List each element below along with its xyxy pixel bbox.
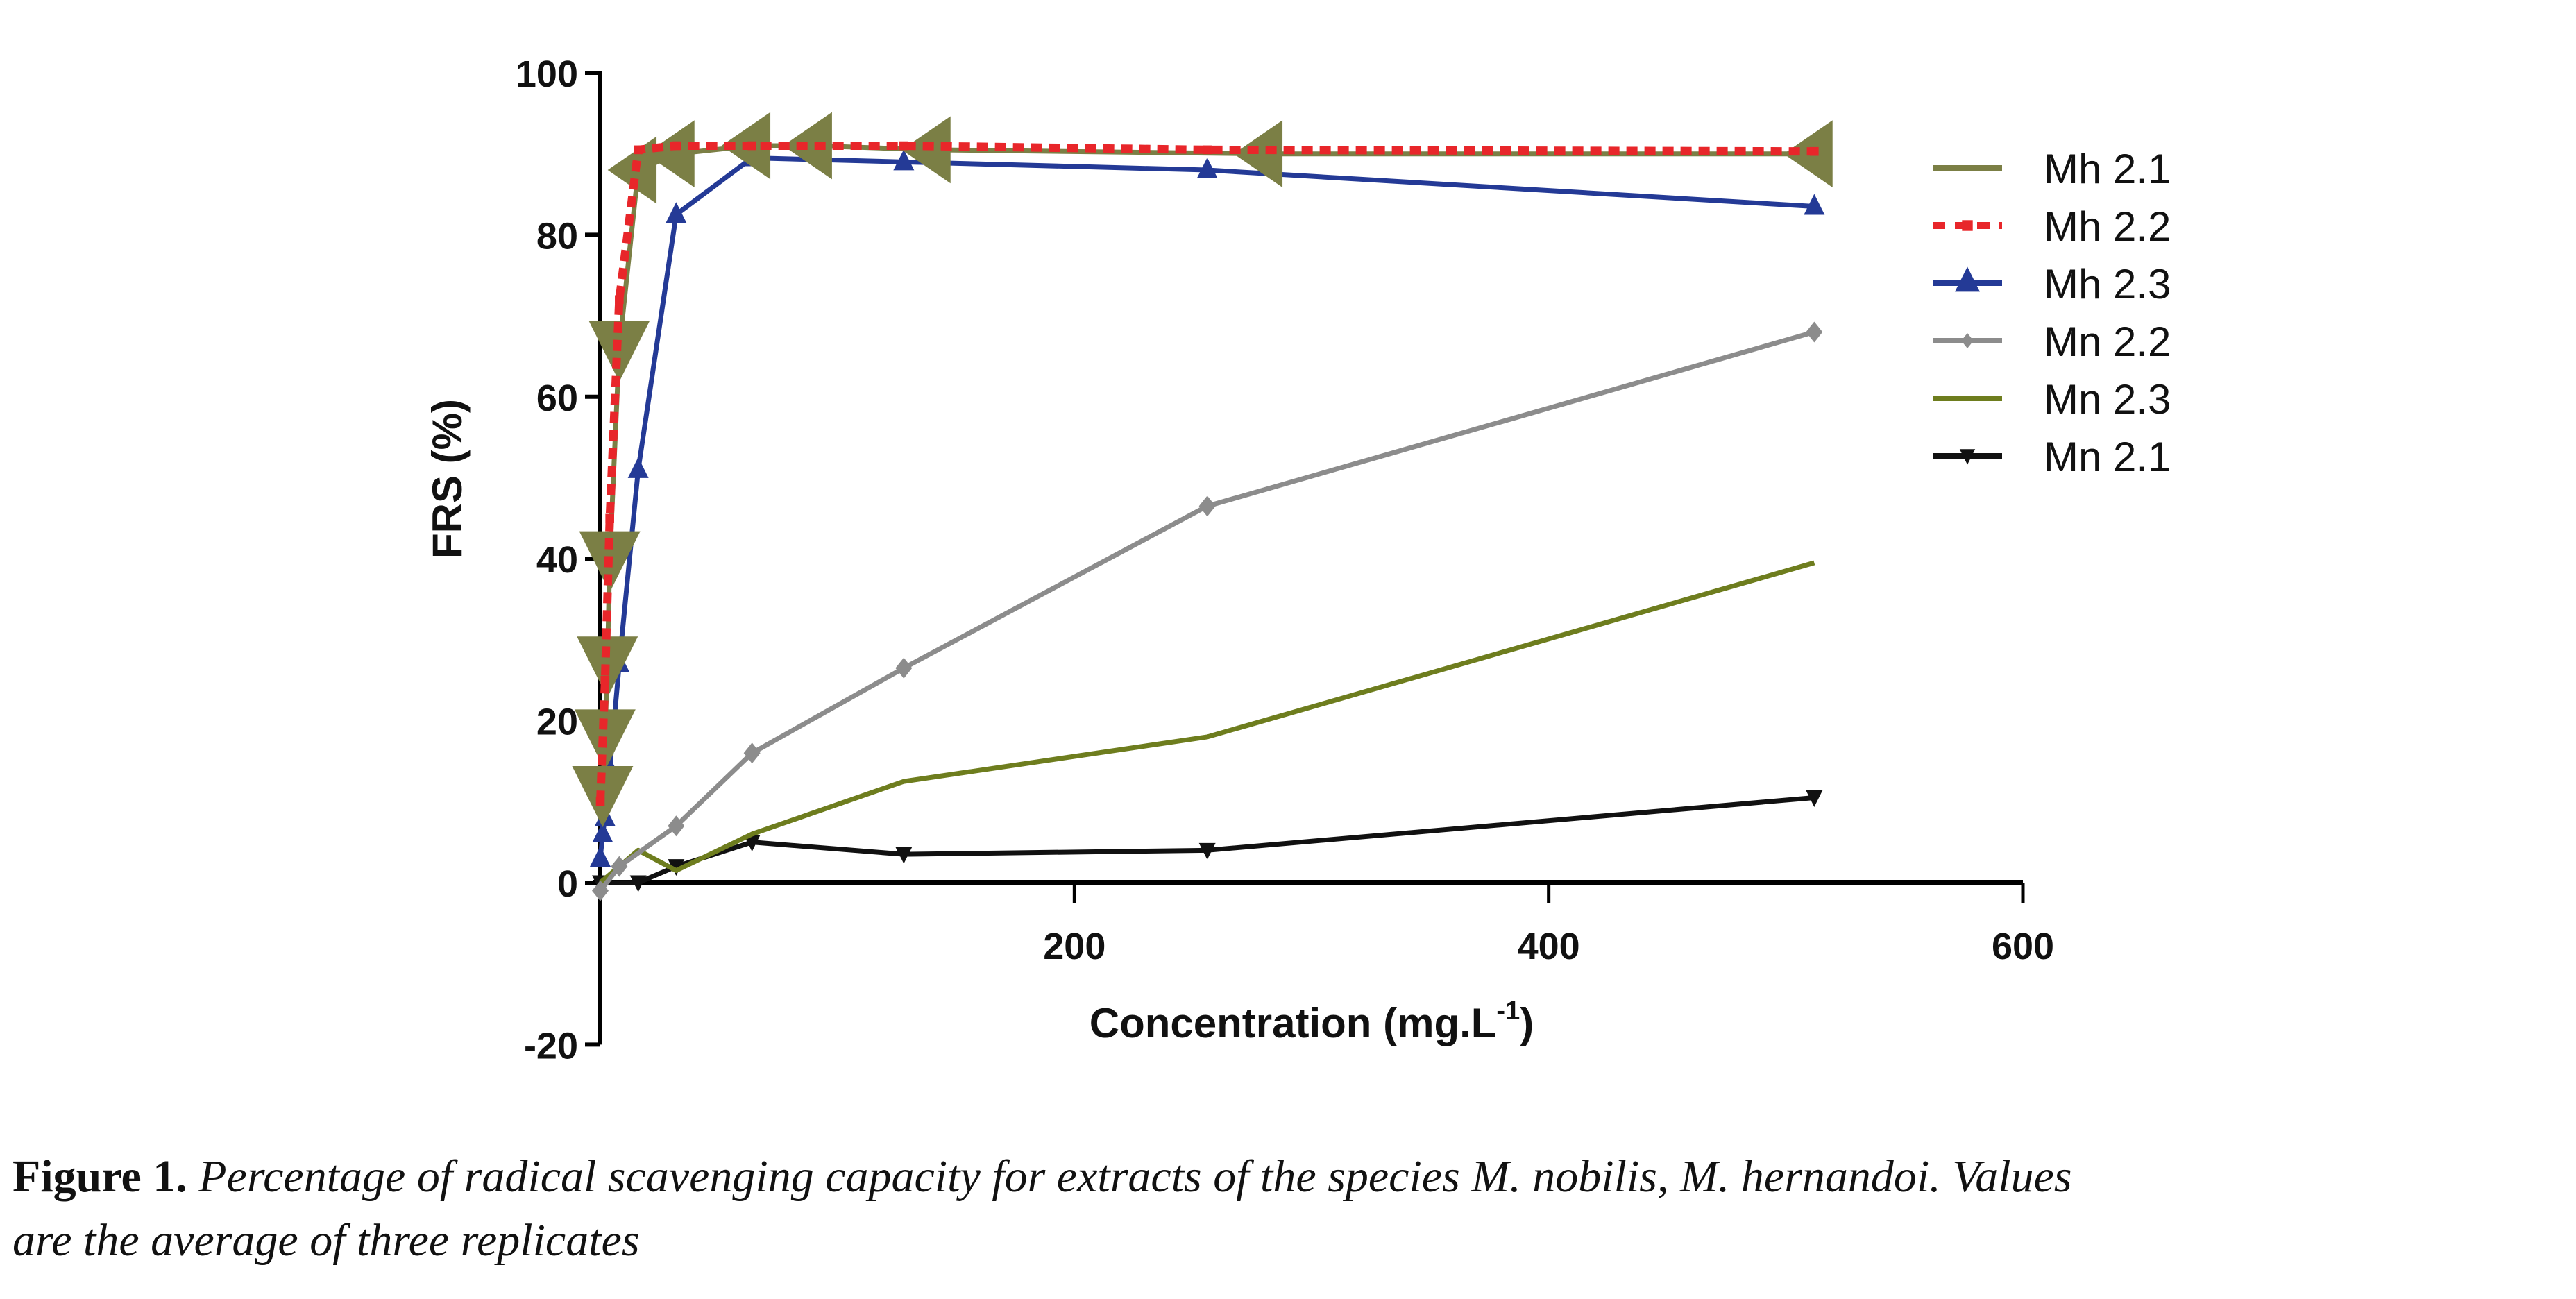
legend-label: Mn 2.2: [2044, 319, 2171, 365]
data-point: [895, 847, 913, 864]
legend-item: Mn 2.2: [1933, 319, 2171, 365]
y-tick-label: 80: [536, 215, 578, 257]
legend-item: Mh 2.2: [1933, 203, 2171, 250]
series-mn-2-1: [592, 790, 1823, 892]
legend: Mh 2.1 Mh 2.2 Mh 2.3 Mn 2.2 Mn 2.3 Mn 2.1: [1933, 146, 2171, 480]
data-point: [666, 202, 687, 223]
data-point: [895, 657, 913, 679]
y-tick-label: 20: [536, 702, 578, 743]
x-axis-title-main: Concentration (mg.L: [1090, 1000, 1497, 1046]
data-point: [1806, 321, 1823, 343]
data-point: [1203, 145, 1212, 155]
data-point: [634, 145, 643, 155]
y-tick-label: 0: [557, 863, 578, 905]
data-point: [629, 875, 647, 892]
series-mh-2-1: [572, 112, 1833, 828]
data-point: [590, 845, 611, 867]
y-tick-label: 100: [516, 53, 578, 95]
legend-marker: [1961, 333, 1974, 348]
legend-item: Mn 2.3: [1933, 376, 2171, 423]
series-line: [600, 143, 1815, 794]
data-point: [1804, 194, 1825, 215]
data-point: [672, 141, 681, 151]
data-point: [1806, 790, 1823, 807]
data-point: [615, 295, 624, 305]
data-point: [592, 821, 613, 842]
legend-item: Mh 2.1: [1933, 146, 2171, 192]
x-axis-title-end: ): [1520, 1000, 1534, 1046]
series-mn-2-3: [598, 560, 1815, 885]
data-point: [588, 321, 650, 382]
data-point: [592, 880, 609, 901]
data-point: [668, 815, 685, 837]
series-line: [598, 330, 1815, 892]
figure-label: Figure 1.: [12, 1151, 187, 1202]
data-point: [743, 742, 761, 764]
y-tick-label: 40: [536, 539, 578, 581]
data-point: [605, 513, 614, 523]
x-tick-label: 200: [1043, 926, 1105, 967]
data-point: [645, 120, 695, 188]
data-point: [743, 835, 761, 852]
data-point: [668, 859, 685, 876]
series-line: [600, 795, 1815, 885]
series-layer: [572, 112, 1833, 901]
data-point: [627, 457, 649, 478]
y-axis-title: FRS (%): [424, 399, 471, 559]
legend-label: Mh 2.2: [2044, 203, 2171, 250]
data-point: [899, 141, 908, 151]
axes: -20 0 20 40 60 80 100 200 400 600: [516, 53, 2054, 1067]
caption-text-line2: are the average of three replicates: [12, 1215, 640, 1266]
data-point: [747, 141, 756, 151]
legend-marker: [1959, 449, 1976, 465]
x-tick-label: 400: [1518, 926, 1580, 967]
legend-label: Mh 2.1: [2044, 146, 2171, 192]
x-axis-title: Concentration (mg.L-1): [1090, 996, 1534, 1046]
series-line: [598, 560, 1815, 885]
data-point: [611, 856, 628, 877]
figure-caption: Figure 1. Percentage of radical scavengi…: [12, 1145, 2566, 1273]
series-line: [596, 142, 1815, 802]
data-point: [595, 797, 605, 806]
legend-item: Mh 2.3: [1933, 261, 2171, 307]
legend-label: Mh 2.3: [2044, 261, 2171, 307]
data-point: [1198, 842, 1216, 860]
legend-marker: [1955, 266, 1980, 292]
data-point: [1196, 158, 1218, 179]
data-point: [1198, 495, 1216, 517]
series-mn-2-2: [592, 321, 1823, 901]
data-point: [783, 112, 832, 180]
legend-label: Mn 2.3: [2044, 376, 2171, 423]
x-tick-label: 600: [1992, 926, 2054, 967]
legend-marker: [1962, 220, 1973, 231]
series-mh-2-2: [595, 141, 1819, 806]
data-point: [1810, 146, 1819, 156]
data-point: [600, 675, 610, 685]
legend-label: Mn 2.1: [2044, 434, 2171, 480]
x-axis-title-sup: -1: [1496, 996, 1520, 1026]
y-tick-label: -20: [524, 1025, 578, 1067]
data-point: [893, 149, 915, 171]
legend-item: Mn 2.1: [1933, 434, 2171, 480]
caption-text-line1: Percentage of radical scavenging capacit…: [198, 1151, 2072, 1202]
y-tick-label: 60: [536, 377, 578, 419]
